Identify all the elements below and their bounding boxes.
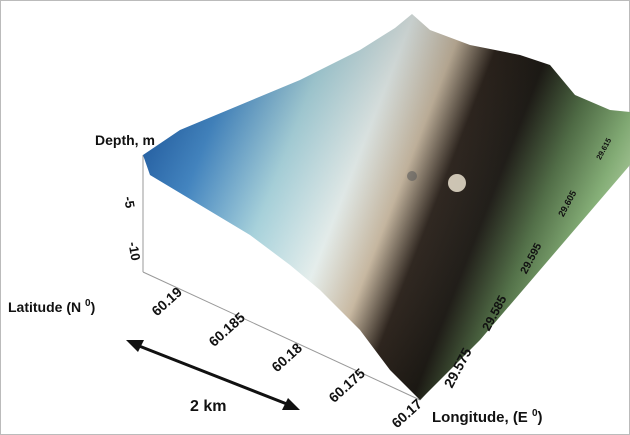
z-axis-label: Depth, m [95,132,155,148]
latitude-label: Latitude (N 0) [8,298,95,315]
figure: Depth, m -5 -10 Latitude (N 0) 60.1960.1… [0,0,630,435]
scale-label: 2 km [190,398,226,415]
terrain-feature [407,171,417,181]
longitude-label: Longitude, (E 0) [432,408,543,426]
terrain-feature [448,174,466,192]
